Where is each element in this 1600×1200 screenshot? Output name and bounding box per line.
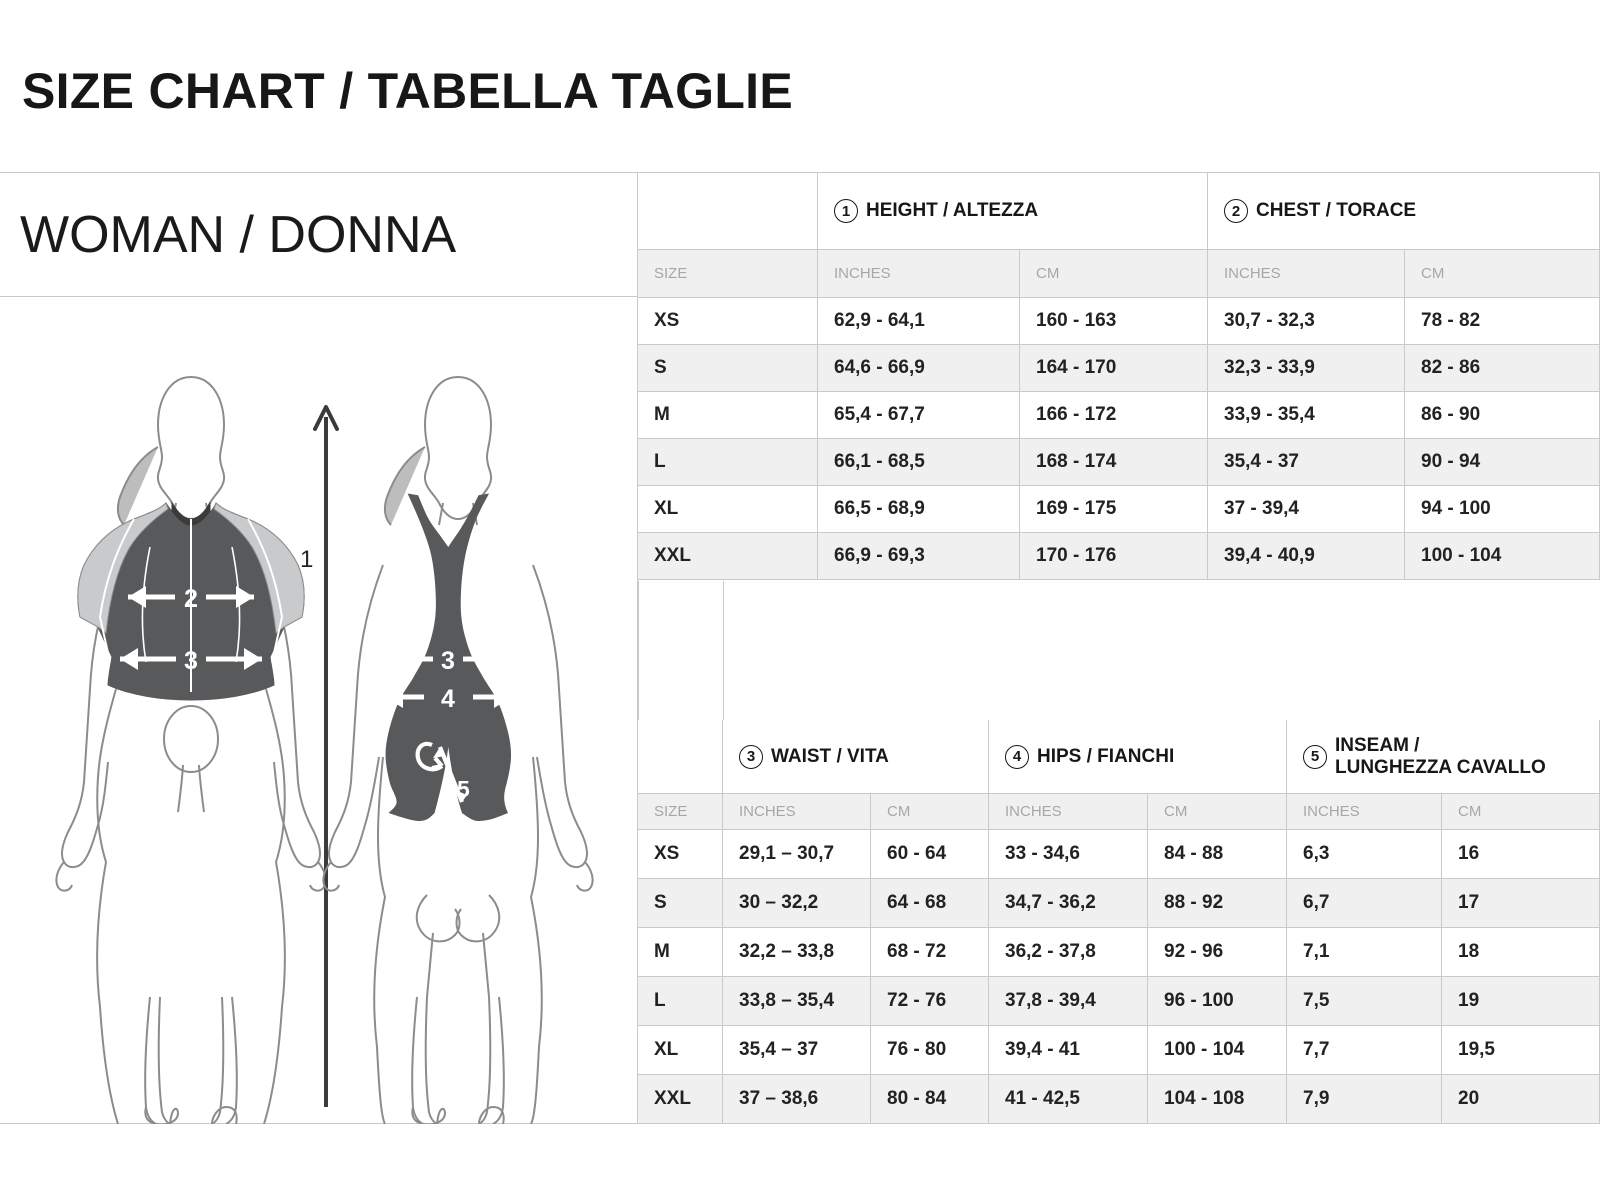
svg-text:3: 3 [441,647,455,675]
svg-text:2: 2 [184,585,198,613]
svg-text:5: 5 [457,776,470,802]
svg-text:3: 3 [184,647,198,675]
svg-text:4: 4 [441,685,455,713]
svg-text:1: 1 [300,546,313,573]
